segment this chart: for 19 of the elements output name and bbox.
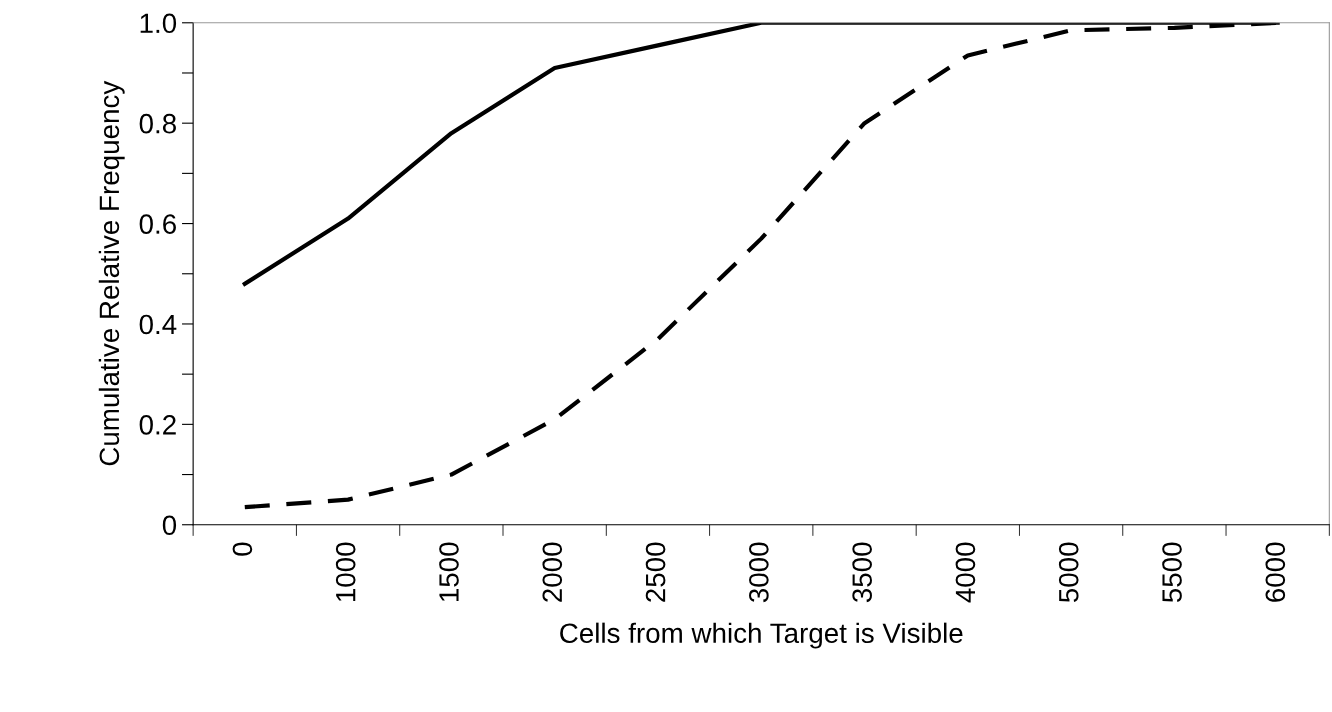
- x-tick-label: 1500: [439, 542, 459, 602]
- x-tick-label: 3500: [852, 542, 872, 603]
- x-tick-label: 3000: [749, 542, 769, 603]
- x-tick-label: 1000: [335, 542, 356, 602]
- y-tick-label: 1.0: [140, 13, 177, 34]
- x-tick-label: 2500: [645, 542, 666, 602]
- y-axis-title: Cumulative Relative Frequency: [98, 80, 125, 466]
- x-tick-label: 5500: [1162, 542, 1182, 603]
- y-tick-label: 0: [162, 515, 177, 536]
- y-tick-label: 0.6: [139, 214, 176, 234]
- x-tick-label: 2000: [542, 542, 563, 602]
- x-tick-label: 5000: [1058, 542, 1079, 603]
- y-tick-label: 0.4: [139, 314, 177, 335]
- x-tick-label: 0: [232, 542, 253, 556]
- y-tick-label: 0.8: [139, 113, 176, 134]
- x-tick-label: 6000: [1265, 542, 1286, 602]
- y-tick-label: 0.2: [139, 415, 176, 435]
- x-tick-label: 4000: [955, 542, 976, 603]
- x-axis-title: Cells from which Target is Visible: [560, 622, 963, 649]
